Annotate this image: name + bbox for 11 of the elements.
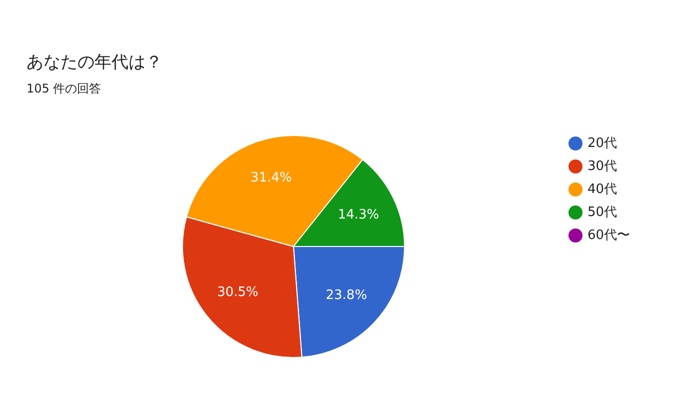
data-label: 23.8% (326, 288, 368, 304)
legend-label: 30代 (588, 159, 618, 174)
data-label: 31.4% (250, 170, 292, 186)
legend-label: 20代 (588, 136, 618, 151)
legend-label: 50代 (588, 205, 618, 220)
legend-label: 40代 (588, 182, 618, 197)
data-label: 30.5% (217, 284, 258, 300)
data-label: 14.3% (338, 208, 380, 223)
legend-label: 60代〜 (588, 228, 630, 243)
text: 105 件の回答 (26, 82, 102, 96)
chart-title: あなたの年代は？ (26, 52, 162, 72)
